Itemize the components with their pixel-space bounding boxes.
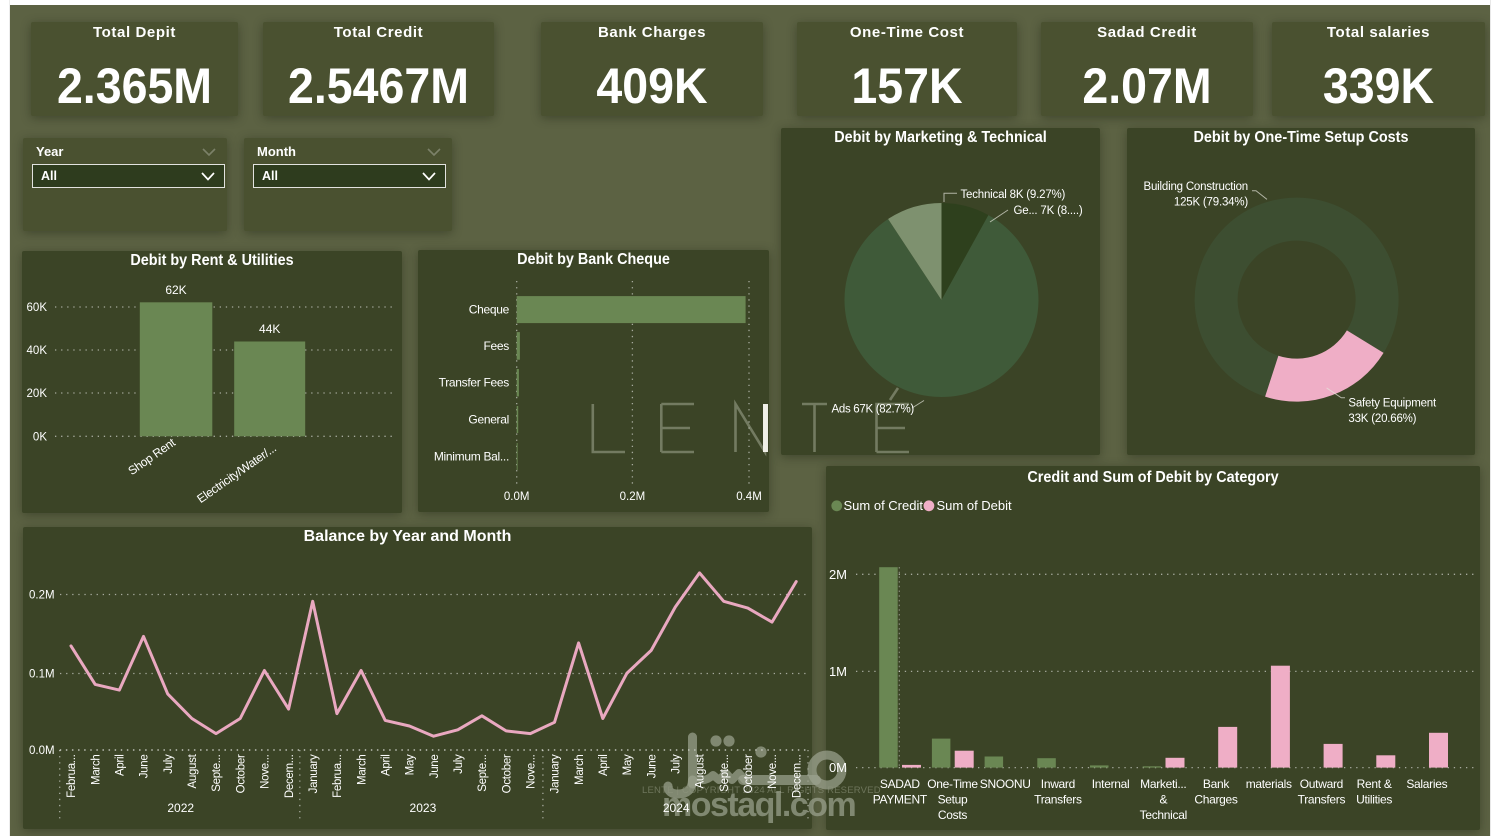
svg-text:October: October	[235, 754, 247, 793]
svg-text:Technical 8K (9.27%): Technical 8K (9.27%)	[961, 189, 1066, 201]
svg-text:2M: 2M	[829, 567, 847, 582]
svg-text:Internal: Internal	[1092, 777, 1130, 791]
svg-text:January: January	[550, 754, 562, 793]
svg-text:Fees: Fees	[484, 339, 510, 353]
svg-text:Costs: Costs	[938, 808, 967, 822]
svg-text:SNOONU: SNOONU	[980, 777, 1031, 791]
svg-text:Decem...: Decem...	[791, 754, 803, 798]
svg-text:June: June	[646, 755, 658, 779]
svg-text:Sum of Debit: Sum of Debit	[937, 498, 1013, 513]
svg-text:August: August	[695, 753, 707, 788]
svg-text:SADAD: SADAD	[880, 777, 920, 791]
svg-text:March: March	[356, 755, 368, 785]
svg-text:62K: 62K	[165, 283, 186, 297]
svg-text:materials: materials	[1246, 777, 1292, 791]
svg-text:0.0M: 0.0M	[504, 491, 530, 503]
svg-text:PAYMENT: PAYMENT	[873, 793, 928, 807]
svg-text:125K (79.34%): 125K (79.34%)	[1174, 197, 1248, 209]
svg-text:June: June	[139, 755, 151, 779]
svg-text:Septe...: Septe...	[211, 754, 223, 791]
svg-text:March: March	[90, 755, 102, 785]
svg-text:Charges: Charges	[1194, 793, 1238, 807]
svg-text:One-Time: One-Time	[927, 777, 978, 791]
svg-text:0.2M: 0.2M	[620, 491, 646, 503]
svg-text:July: July	[163, 754, 175, 774]
svg-text:2022: 2022	[167, 801, 194, 815]
svg-text:0.2M: 0.2M	[29, 590, 55, 602]
svg-text:Septe...: Septe...	[719, 754, 731, 791]
svg-text:40K: 40K	[27, 345, 48, 357]
svg-text:Nove...: Nove...	[526, 754, 538, 788]
svg-text:0.0M: 0.0M	[29, 745, 55, 757]
svg-text:Transfers: Transfers	[1034, 793, 1082, 807]
svg-text:Ge... 7K (8....): Ge... 7K (8....)	[1014, 205, 1083, 217]
svg-text:October: October	[743, 754, 755, 793]
svg-text:April: April	[598, 755, 610, 777]
svg-text:&: &	[1159, 793, 1167, 807]
svg-text:Februa...: Februa...	[332, 754, 344, 797]
svg-text:Outward: Outward	[1300, 777, 1343, 791]
svg-text:mostaql.com: mostaql.com	[662, 786, 855, 824]
svg-text:May: May	[405, 754, 417, 775]
svg-text:July: July	[671, 754, 683, 774]
svg-text:0K: 0K	[33, 431, 47, 443]
svg-text:Cheque: Cheque	[469, 303, 510, 317]
svg-text:Building Construction: Building Construction	[1144, 181, 1248, 193]
svg-text:Inward: Inward	[1041, 777, 1075, 791]
svg-text:Transfers: Transfers	[1298, 793, 1346, 807]
svg-text:June: June	[429, 755, 441, 779]
svg-text:0.4M: 0.4M	[736, 491, 762, 503]
svg-text:LENTE | COPYRIGHT 2024 ALL RIG: LENTE | COPYRIGHT 2024 ALL RIGHTS RESERV…	[642, 785, 881, 796]
svg-text:Bank: Bank	[1203, 777, 1230, 791]
svg-text:Ads 67K (82.7%): Ads 67K (82.7%)	[832, 404, 915, 416]
svg-text:Safety Equipment: Safety Equipment	[1348, 398, 1437, 410]
svg-text:44K: 44K	[259, 322, 280, 336]
svg-text:Decem...: Decem...	[284, 754, 296, 798]
svg-text:April: April	[115, 755, 127, 777]
svg-text:March: March	[574, 755, 586, 785]
svg-text:Utilities: Utilities	[1356, 793, 1392, 807]
svg-text:0M: 0M	[829, 760, 847, 775]
svg-text:April: April	[380, 755, 392, 777]
svg-text:Nove...: Nove...	[767, 754, 779, 788]
svg-text:0.1M: 0.1M	[29, 669, 55, 681]
svg-text:Minimum Bal...: Minimum Bal...	[434, 450, 509, 464]
svg-text:33K (20.66%): 33K (20.66%)	[1348, 413, 1416, 425]
svg-text:Februa...: Februa...	[66, 754, 78, 797]
svg-text:Setup: Setup	[938, 793, 968, 807]
svg-text:May: May	[622, 754, 634, 775]
svg-text:July: July	[453, 754, 465, 774]
svg-text:Technical: Technical	[1140, 808, 1187, 822]
svg-text:General: General	[468, 413, 509, 427]
svg-text:January: January	[308, 754, 320, 793]
svg-text:Marketi...: Marketi...	[1140, 777, 1186, 791]
svg-text:Sum of Credit: Sum of Credit	[844, 498, 924, 513]
svg-text:2023: 2023	[410, 801, 437, 815]
svg-text:Salaries: Salaries	[1406, 777, 1447, 791]
svg-text:Transfer Fees: Transfer Fees	[439, 376, 510, 390]
svg-text:60K: 60K	[27, 302, 48, 314]
svg-text:1M: 1M	[829, 664, 847, 679]
svg-text:Rent &: Rent &	[1357, 777, 1392, 791]
svg-text:Septe...: Septe...	[477, 754, 489, 791]
svg-text:Nove...: Nove...	[260, 754, 272, 788]
svg-text:August: August	[187, 753, 199, 788]
svg-text:2024: 2024	[663, 801, 690, 815]
svg-text:October: October	[501, 754, 513, 793]
svg-text:20K: 20K	[27, 388, 48, 400]
